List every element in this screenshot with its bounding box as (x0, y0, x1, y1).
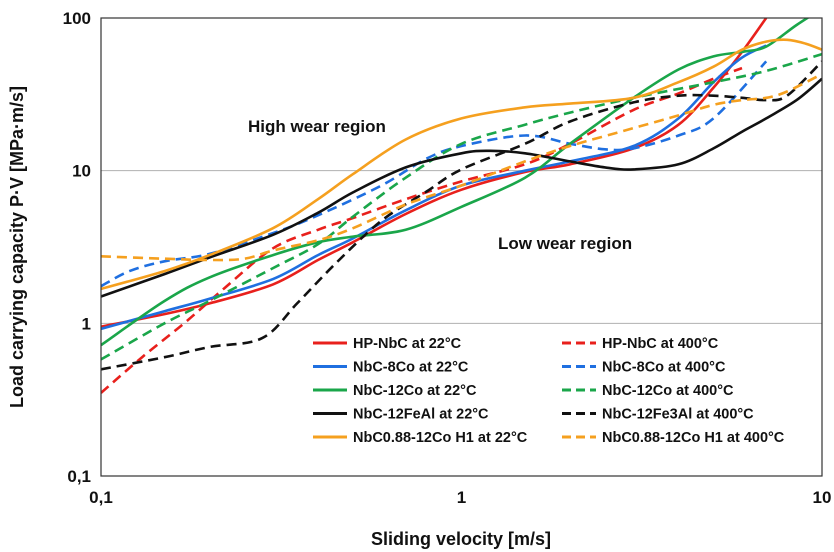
series-line-nbc-8co-at-400-c (101, 60, 768, 288)
x-tick-label: 1 (457, 488, 466, 507)
legend-label: NbC-12Co at 400°C (602, 383, 734, 399)
y-axis-label: Load carrying capacity P·V [MPa·m/s] (7, 86, 27, 408)
legend-label: NbC-8Co at 400°C (602, 360, 726, 376)
legend-label: HP-NbC at 400°C (602, 336, 719, 352)
legend-label: HP-NbC at 22°C (353, 336, 462, 352)
legend-label: NbC-12Co at 22°C (353, 383, 477, 399)
legend-label: NbC0.88-12Co H1 at 22°C (353, 430, 528, 446)
x-axis-label: Sliding velocity [m/s] (371, 529, 551, 549)
series-line-nbc-12co-at-22-c (101, 18, 810, 347)
y-tick-label: 10 (72, 162, 91, 181)
series-line-hp-nbc-at-22-c (101, 18, 768, 328)
x-tick-label: 0,1 (89, 488, 113, 507)
series-line-nbc0-88-12co-h1-at-400-c (101, 72, 822, 262)
tick-labels: 0,1 1 10 100 0,1 1 10 (63, 9, 832, 507)
series-lines (101, 18, 822, 394)
plot-frame (100, 17, 823, 477)
legend: HP-NbC at 22°C NbC-8Co at 22°C NbC-12Co at… (313, 336, 785, 446)
legend-label: NbC-12FeAl at 22°C (353, 407, 489, 423)
y-tick-label: 100 (63, 9, 91, 28)
series-line-nbc0-88-12co-h1-at-22-c (101, 38, 822, 291)
y-tick-label: 0,1 (67, 467, 91, 486)
series-line-nbc-12fe3al-at-400-c (101, 60, 822, 371)
legend-label: NbC-8Co at 22°C (353, 360, 469, 376)
legend-label: NbC-12Fe3Al at 400°C (602, 407, 754, 423)
x-tick-label: 10 (813, 488, 832, 507)
legend-label: NbC0.88-12Co H1 at 400°C (602, 430, 785, 446)
series-line-nbc-12feal-at-22-c (101, 77, 822, 298)
y-tick-label: 1 (82, 314, 91, 333)
annotation-high-wear: High wear region (248, 117, 386, 136)
annotation-low-wear: Low wear region (498, 234, 632, 253)
